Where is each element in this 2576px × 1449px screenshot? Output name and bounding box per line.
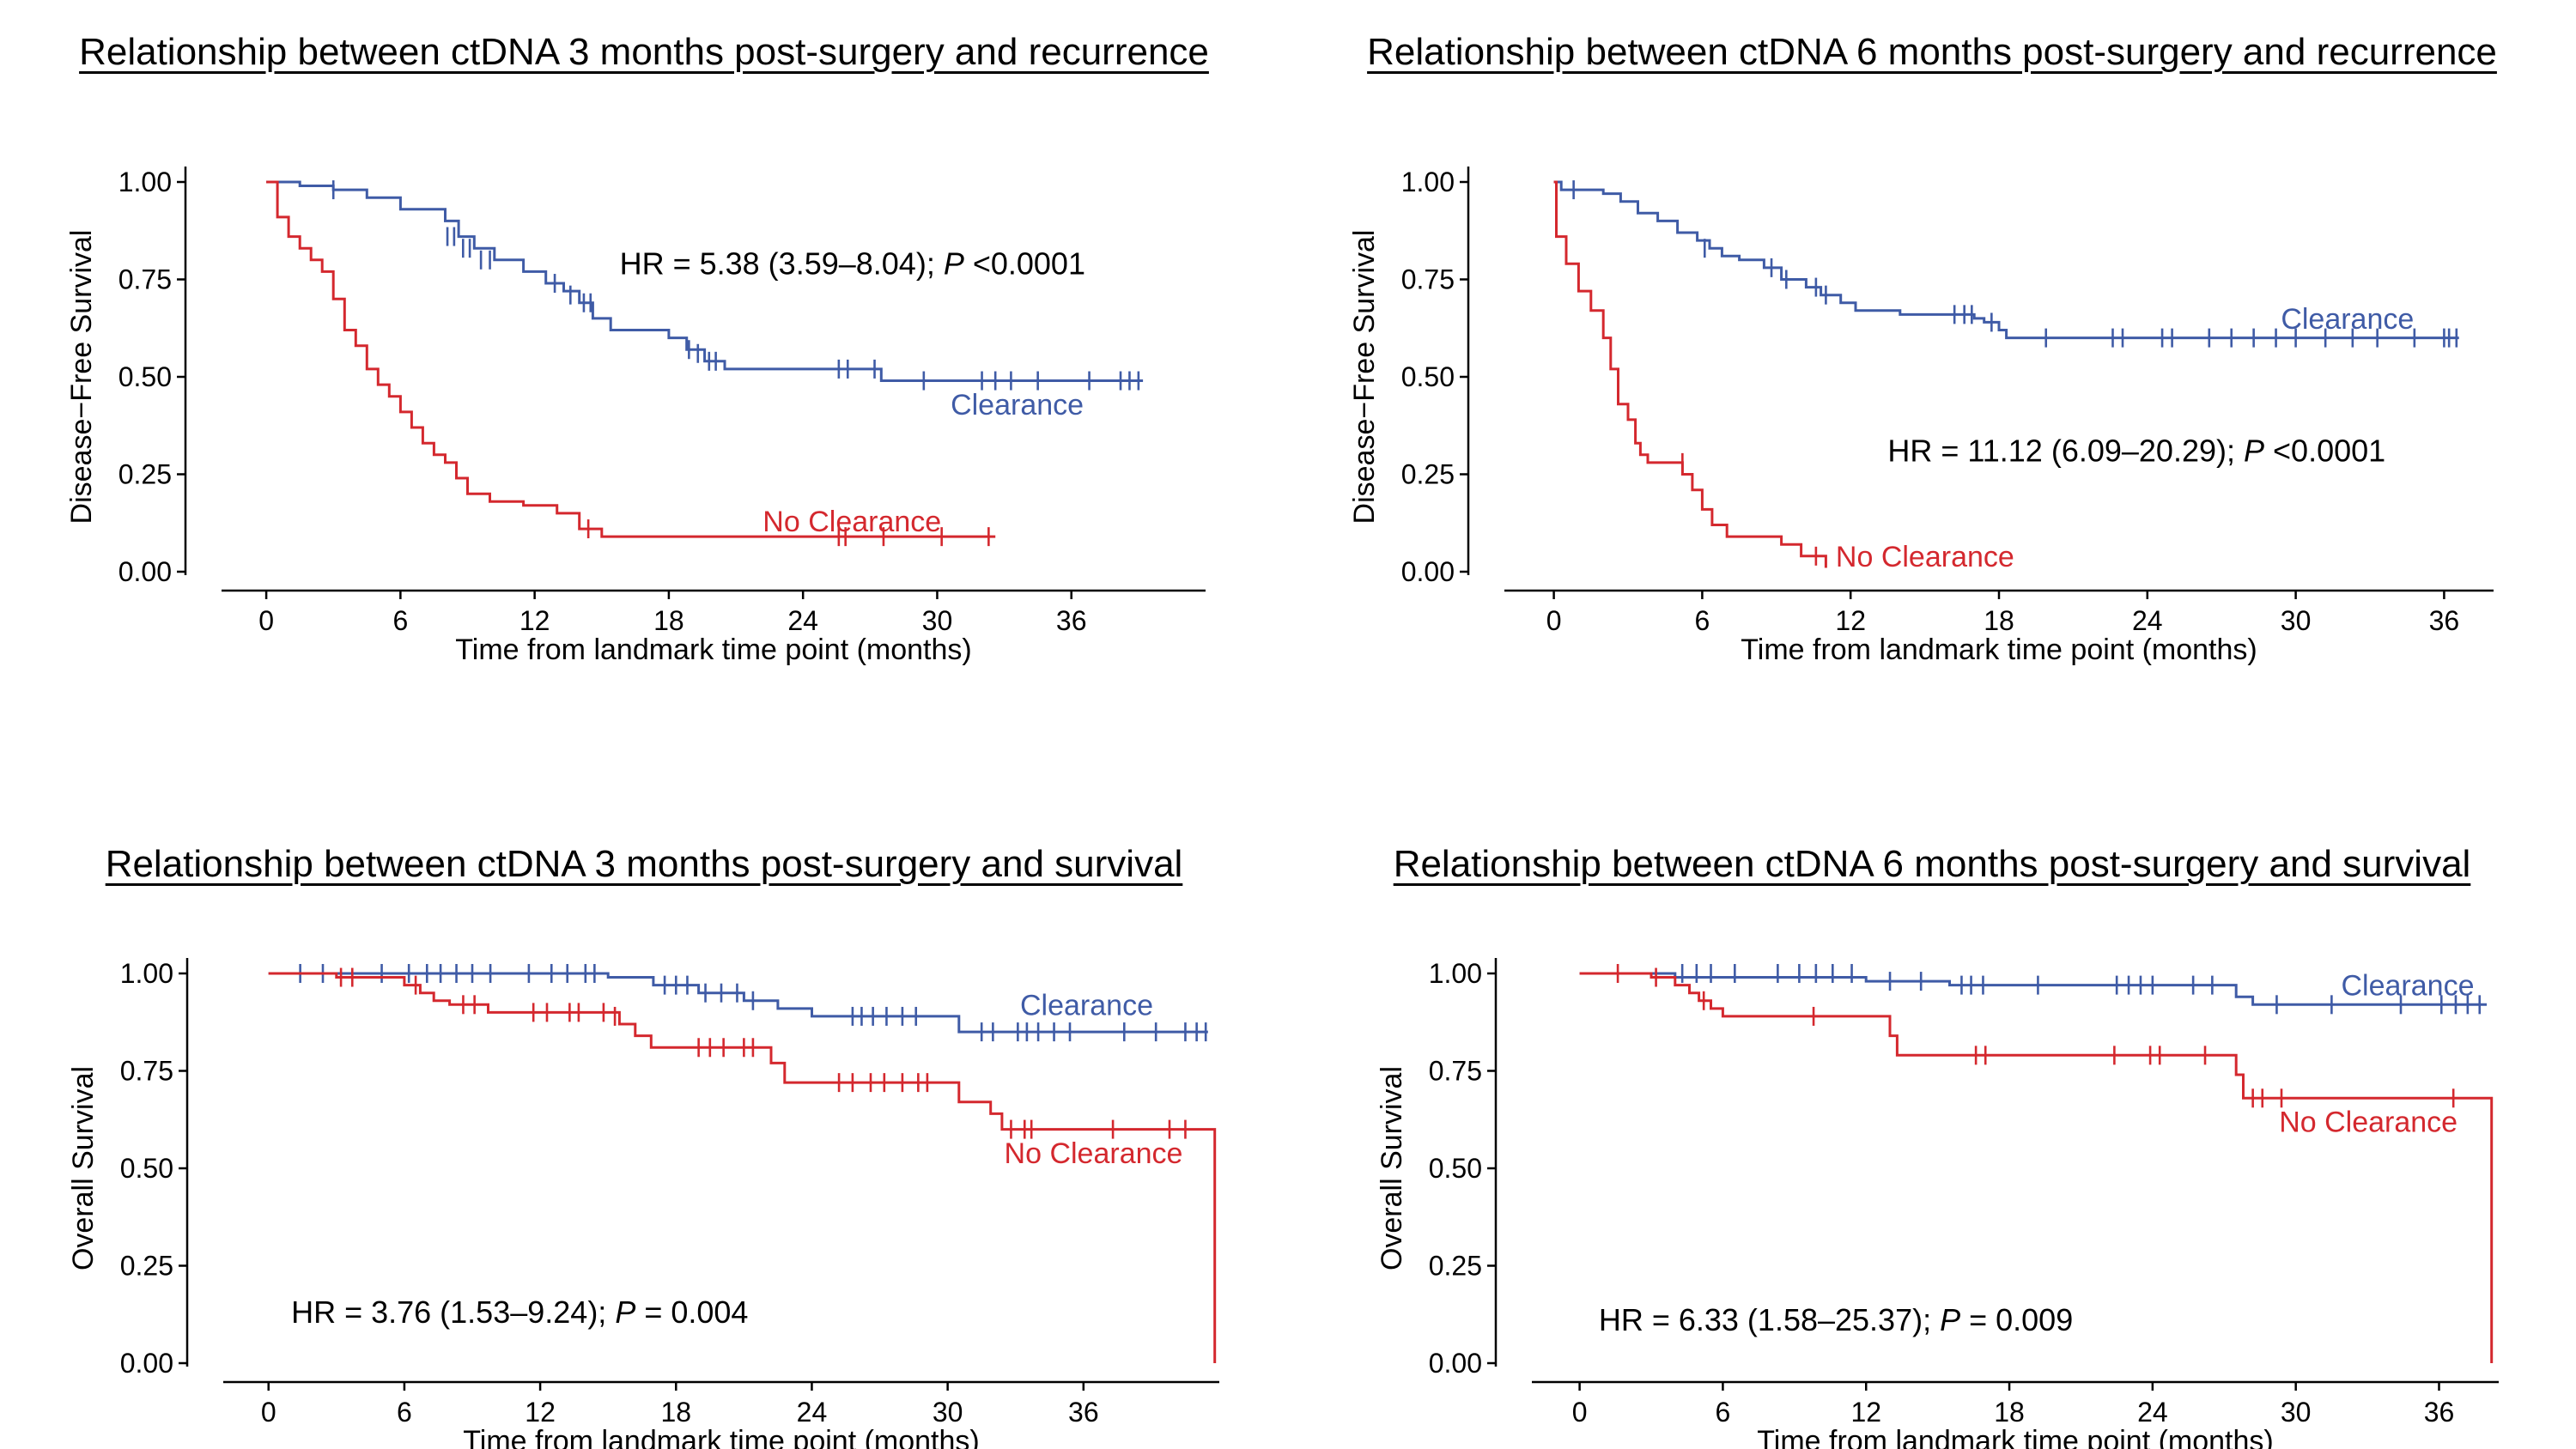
km-plot: 0.00 0.25 0.50 0.75 1.00 0 6 12 18 24 30 36 Time fro… bbox=[1348, 167, 2494, 666]
x-tick-label: 0 bbox=[261, 1397, 276, 1428]
x-tick-label: 6 bbox=[1716, 1397, 1731, 1428]
y-tick-label: 0.00 bbox=[1429, 1348, 1482, 1379]
x-tick-label: 6 bbox=[392, 605, 408, 636]
x-tick-label: 24 bbox=[2132, 605, 2163, 636]
x-tick-label: 12 bbox=[525, 1397, 556, 1428]
x-tick-label: 6 bbox=[1695, 605, 1710, 636]
series-label-clearance: Clearance bbox=[2281, 303, 2414, 336]
y-tick-label: 0.00 bbox=[118, 556, 172, 587]
x-tick-label: 12 bbox=[1850, 1397, 1881, 1428]
x-tick-label: 6 bbox=[397, 1397, 412, 1428]
y-axis-label: Disease−Free Survival bbox=[65, 230, 98, 524]
series-label-clearance: Clearance bbox=[2342, 970, 2475, 1003]
y-tick-label: 0.00 bbox=[120, 1348, 173, 1379]
hazard-ratio-annotation: HR = 3.76 (1.53–9.24); P = 0.004 bbox=[291, 1294, 748, 1330]
x-axis-label: Time from landmark time point (months) bbox=[463, 1425, 979, 1449]
x-tick-label: 30 bbox=[922, 605, 953, 636]
hazard-ratio-annotation: HR = 11.12 (6.09–20.29); P <0.0001 bbox=[1887, 433, 2385, 468]
y-tick-label: 0.50 bbox=[118, 361, 172, 392]
y-axis-label: Overall Survival bbox=[1376, 1066, 1408, 1270]
p-label: P bbox=[2244, 433, 2264, 468]
x-tick-label: 12 bbox=[1835, 605, 1866, 636]
km-curve-clearance bbox=[268, 972, 1208, 1034]
x-tick-label: 12 bbox=[519, 605, 550, 636]
y-tick-label: 0.25 bbox=[1401, 459, 1455, 490]
p-label: P bbox=[615, 1294, 635, 1330]
km-curve-no-clearance bbox=[268, 972, 1217, 1363]
series-label-no-clearance: No Clearance bbox=[2279, 1106, 2458, 1139]
y-tick-label: 0.25 bbox=[1429, 1251, 1482, 1282]
p-value: <0.0001 bbox=[2264, 433, 2385, 468]
hr-text: HR = 3.76 (1.53–9.24); bbox=[291, 1294, 615, 1330]
km-plot: 0.00 0.25 0.50 0.75 1.00 0 6 12 18 24 30 36 Time fro… bbox=[65, 167, 1206, 666]
series-label-no-clearance: No Clearance bbox=[762, 506, 941, 538]
p-label: P bbox=[1940, 1302, 1960, 1337]
x-tick-label: 18 bbox=[1994, 1397, 2025, 1428]
y-tick-label: 1.00 bbox=[1429, 958, 1482, 989]
x-tick-label: 30 bbox=[933, 1397, 963, 1428]
x-tick-label: 18 bbox=[1984, 605, 2014, 636]
x-tick-label: 18 bbox=[660, 1397, 691, 1428]
panel-os-3-months: Relationship between ctDNA 3 months post… bbox=[0, 724, 1288, 1449]
y-tick-label: 0.75 bbox=[120, 1056, 173, 1087]
km-curve-clearance bbox=[266, 180, 1144, 382]
x-axis-label: Time from landmark time point (months) bbox=[455, 634, 971, 666]
chart-title: Relationship between ctDNA 6 months post… bbox=[1393, 843, 2471, 885]
hr-text: HR = 6.33 (1.58–25.37); bbox=[1599, 1302, 1940, 1337]
x-tick-label: 0 bbox=[258, 605, 274, 636]
km-curve-clearance bbox=[1553, 180, 2459, 340]
p-value: = 0.009 bbox=[1960, 1302, 2073, 1337]
y-tick-label: 0.50 bbox=[1401, 361, 1455, 392]
y-axis-label: Disease−Free Survival bbox=[1348, 230, 1381, 524]
y-axis-label: Overall Survival bbox=[67, 1066, 100, 1270]
hazard-ratio-annotation: HR = 5.38 (3.59–8.04); P <0.0001 bbox=[620, 246, 1085, 281]
x-tick-label: 36 bbox=[1068, 1397, 1099, 1428]
x-axis-label: Time from landmark time point (months) bbox=[1741, 634, 2257, 666]
y-tick-label: 0.75 bbox=[118, 264, 172, 295]
y-tick-label: 0.50 bbox=[120, 1153, 173, 1184]
series-label-clearance: Clearance bbox=[1020, 989, 1153, 1022]
series-label-no-clearance: No Clearance bbox=[1005, 1137, 1183, 1170]
hr-text: HR = 11.12 (6.09–20.29); bbox=[1887, 433, 2244, 468]
y-tick-label: 1.00 bbox=[1401, 167, 1455, 197]
y-tick-label: 0.25 bbox=[120, 1251, 173, 1282]
y-tick-label: 0.00 bbox=[1401, 556, 1455, 587]
y-tick-label: 0.25 bbox=[118, 459, 172, 490]
y-tick-label: 1.00 bbox=[120, 958, 173, 989]
x-tick-label: 24 bbox=[797, 1397, 828, 1428]
x-tick-label: 0 bbox=[1572, 1397, 1588, 1428]
km-curve-no-clearance bbox=[1553, 180, 1827, 568]
x-tick-label: 36 bbox=[2429, 605, 2460, 636]
y-tick-label: 0.50 bbox=[1429, 1153, 1482, 1184]
x-tick-label: 36 bbox=[1056, 605, 1087, 636]
x-tick-label: 24 bbox=[2137, 1397, 2168, 1428]
x-tick-label: 30 bbox=[2281, 605, 2312, 636]
km-curve-no-clearance bbox=[266, 180, 996, 538]
x-tick-label: 36 bbox=[2424, 1397, 2455, 1428]
km-curve-no-clearance bbox=[1579, 972, 2494, 1363]
series-label-no-clearance: No Clearance bbox=[1836, 541, 2014, 573]
x-tick-label: 18 bbox=[653, 605, 684, 636]
hazard-ratio-annotation: HR = 6.33 (1.58–25.37); P = 0.009 bbox=[1599, 1302, 2073, 1337]
panel-dfs-6-months: Relationship between ctDNA 6 months post… bbox=[1288, 0, 2576, 724]
y-tick-label: 0.75 bbox=[1429, 1056, 1482, 1087]
p-label: P bbox=[944, 246, 964, 281]
x-tick-label: 0 bbox=[1546, 605, 1562, 636]
panel-os-6-months: Relationship between ctDNA 6 months post… bbox=[1288, 724, 2576, 1449]
x-tick-label: 30 bbox=[2281, 1397, 2312, 1428]
y-tick-label: 0.75 bbox=[1401, 264, 1455, 295]
panel-dfs-3-months: Relationship between ctDNA 3 months post… bbox=[0, 0, 1288, 724]
y-tick-label: 1.00 bbox=[118, 167, 172, 197]
p-value: <0.0001 bbox=[964, 246, 1085, 281]
p-value: = 0.004 bbox=[635, 1294, 748, 1330]
x-axis-label: Time from landmark time point (months) bbox=[1757, 1425, 2273, 1449]
chart-title: Relationship between ctDNA 3 months post… bbox=[79, 31, 1209, 73]
chart-title: Relationship between ctDNA 6 months post… bbox=[1367, 31, 2497, 73]
chart-title: Relationship between ctDNA 3 months post… bbox=[105, 843, 1183, 885]
series-label-clearance: Clearance bbox=[951, 389, 1084, 421]
km-plot: 0.00 0.25 0.50 0.75 1.00 0 6 12 18 24 30 36 Time fro… bbox=[67, 958, 1219, 1449]
hr-text: HR = 5.38 (3.59–8.04); bbox=[620, 246, 944, 281]
km-plot: 0.00 0.25 0.50 0.75 1.00 0 6 12 18 24 30 36 Time fro… bbox=[1376, 958, 2499, 1449]
x-tick-label: 24 bbox=[787, 605, 818, 636]
